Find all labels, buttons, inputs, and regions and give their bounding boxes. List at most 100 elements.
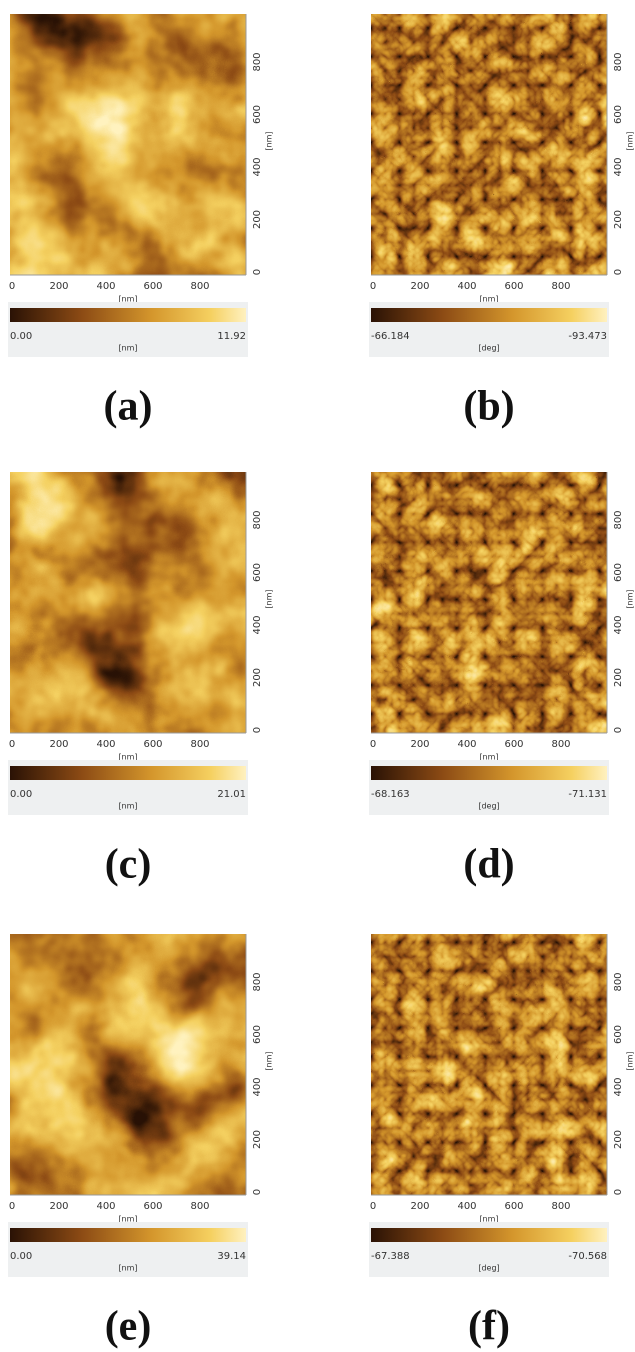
panel-caption: (d): [463, 842, 514, 888]
y-tick-label: 200: [252, 668, 263, 687]
panel-caption: (f): [468, 1304, 510, 1350]
x-tick-label: 0: [370, 739, 376, 750]
color-scale: [371, 308, 607, 322]
y-axis-label: [nm]: [626, 1051, 635, 1070]
x-tick-label: 400: [96, 1201, 115, 1212]
y-tick-label: 0: [252, 269, 263, 275]
scale-unit: [nm]: [118, 1264, 137, 1273]
scale-min: -68.163: [371, 789, 410, 800]
scale-max: -93.473: [568, 331, 607, 342]
y-tick-label: 200: [613, 668, 624, 687]
x-tick-label: 400: [457, 739, 476, 750]
scale-unit: [deg]: [478, 344, 499, 353]
x-tick-label: 600: [143, 1201, 162, 1212]
y-tick-label: 400: [252, 157, 263, 176]
color-scale: [371, 766, 607, 780]
y-tick-label: 800: [613, 52, 624, 71]
scale-unit: [deg]: [478, 802, 499, 811]
y-tick-label: 600: [613, 1025, 624, 1044]
x-tick-label: 800: [190, 739, 209, 750]
scale-unit: [nm]: [118, 802, 137, 811]
x-tick-label: 200: [49, 1201, 68, 1212]
x-tick-label: 200: [49, 739, 68, 750]
x-tick-label: 800: [551, 1201, 570, 1212]
panel-caption: (c): [105, 842, 152, 888]
x-tick-label: 400: [96, 739, 115, 750]
y-tick-label: 800: [252, 510, 263, 529]
x-tick-label: 600: [504, 281, 523, 292]
x-tick-label: 800: [190, 281, 209, 292]
scale-min: 0.00: [10, 789, 32, 800]
y-tick-label: 200: [613, 1130, 624, 1149]
scale-max: -70.568: [568, 1251, 607, 1262]
y-tick-label: 200: [252, 1130, 263, 1149]
x-tick-label: 600: [504, 1201, 523, 1212]
y-axis-label: [nm]: [265, 131, 274, 150]
y-tick-label: 600: [252, 563, 263, 582]
scale-max: -71.131: [568, 789, 607, 800]
x-tick-label: 400: [457, 1201, 476, 1212]
y-tick-label: 600: [613, 563, 624, 582]
y-tick-label: 200: [613, 210, 624, 229]
y-tick-label: 0: [613, 1189, 624, 1195]
y-tick-label: 400: [613, 1077, 624, 1096]
y-tick-label: 400: [613, 615, 624, 634]
color-scale: [371, 1228, 607, 1242]
x-tick-label: 400: [96, 281, 115, 292]
scale-unit: [nm]: [118, 344, 137, 353]
x-tick-label: 0: [9, 739, 15, 750]
y-tick-label: 800: [252, 972, 263, 991]
scale-min: 0.00: [10, 331, 32, 342]
afm-image: [371, 472, 607, 733]
x-tick-label: 0: [370, 281, 376, 292]
y-tick-label: 0: [252, 1189, 263, 1195]
y-axis-label: [nm]: [626, 131, 635, 150]
scale-unit: [deg]: [478, 1264, 499, 1273]
x-tick-label: 600: [143, 281, 162, 292]
afm-image: [10, 934, 246, 1195]
x-tick-label: 600: [504, 739, 523, 750]
y-axis-label: [nm]: [265, 589, 274, 608]
x-tick-label: 200: [410, 1201, 429, 1212]
x-tick-label: 800: [551, 739, 570, 750]
scale-min: -66.184: [371, 331, 410, 342]
color-scale: [10, 766, 246, 780]
afm-image: [10, 14, 246, 275]
figure: 0 200 400 600 800 [nm] 0 200 400 600 800 [nm] 0.00 11…: [0, 0, 635, 1352]
color-scale: [10, 1228, 246, 1242]
y-tick-label: 800: [613, 972, 624, 991]
x-tick-label: 800: [190, 1201, 209, 1212]
afm-image: [10, 472, 246, 733]
color-scale: [10, 308, 246, 322]
x-tick-label: 0: [9, 281, 15, 292]
scale-max: 39.14: [217, 1251, 246, 1262]
afm-image: [371, 14, 607, 275]
y-tick-label: 0: [613, 727, 624, 733]
scale-min: 0.00: [10, 1251, 32, 1262]
x-tick-label: 800: [551, 281, 570, 292]
y-tick-label: 200: [252, 210, 263, 229]
panel-caption: (b): [463, 384, 514, 430]
scale-max: 21.01: [217, 789, 246, 800]
afm-image: [371, 934, 607, 1195]
y-axis-label: [nm]: [265, 1051, 274, 1070]
x-tick-label: 200: [49, 281, 68, 292]
y-tick-label: 800: [252, 52, 263, 71]
y-tick-label: 400: [252, 615, 263, 634]
y-tick-label: 400: [613, 157, 624, 176]
x-tick-label: 200: [410, 739, 429, 750]
y-tick-label: 600: [252, 1025, 263, 1044]
x-tick-label: 600: [143, 739, 162, 750]
x-tick-label: 0: [9, 1201, 15, 1212]
panel-caption: (a): [104, 384, 153, 430]
y-tick-label: 0: [613, 269, 624, 275]
scale-max: 11.92: [217, 331, 246, 342]
x-tick-label: 0: [370, 1201, 376, 1212]
y-tick-label: 600: [613, 105, 624, 124]
